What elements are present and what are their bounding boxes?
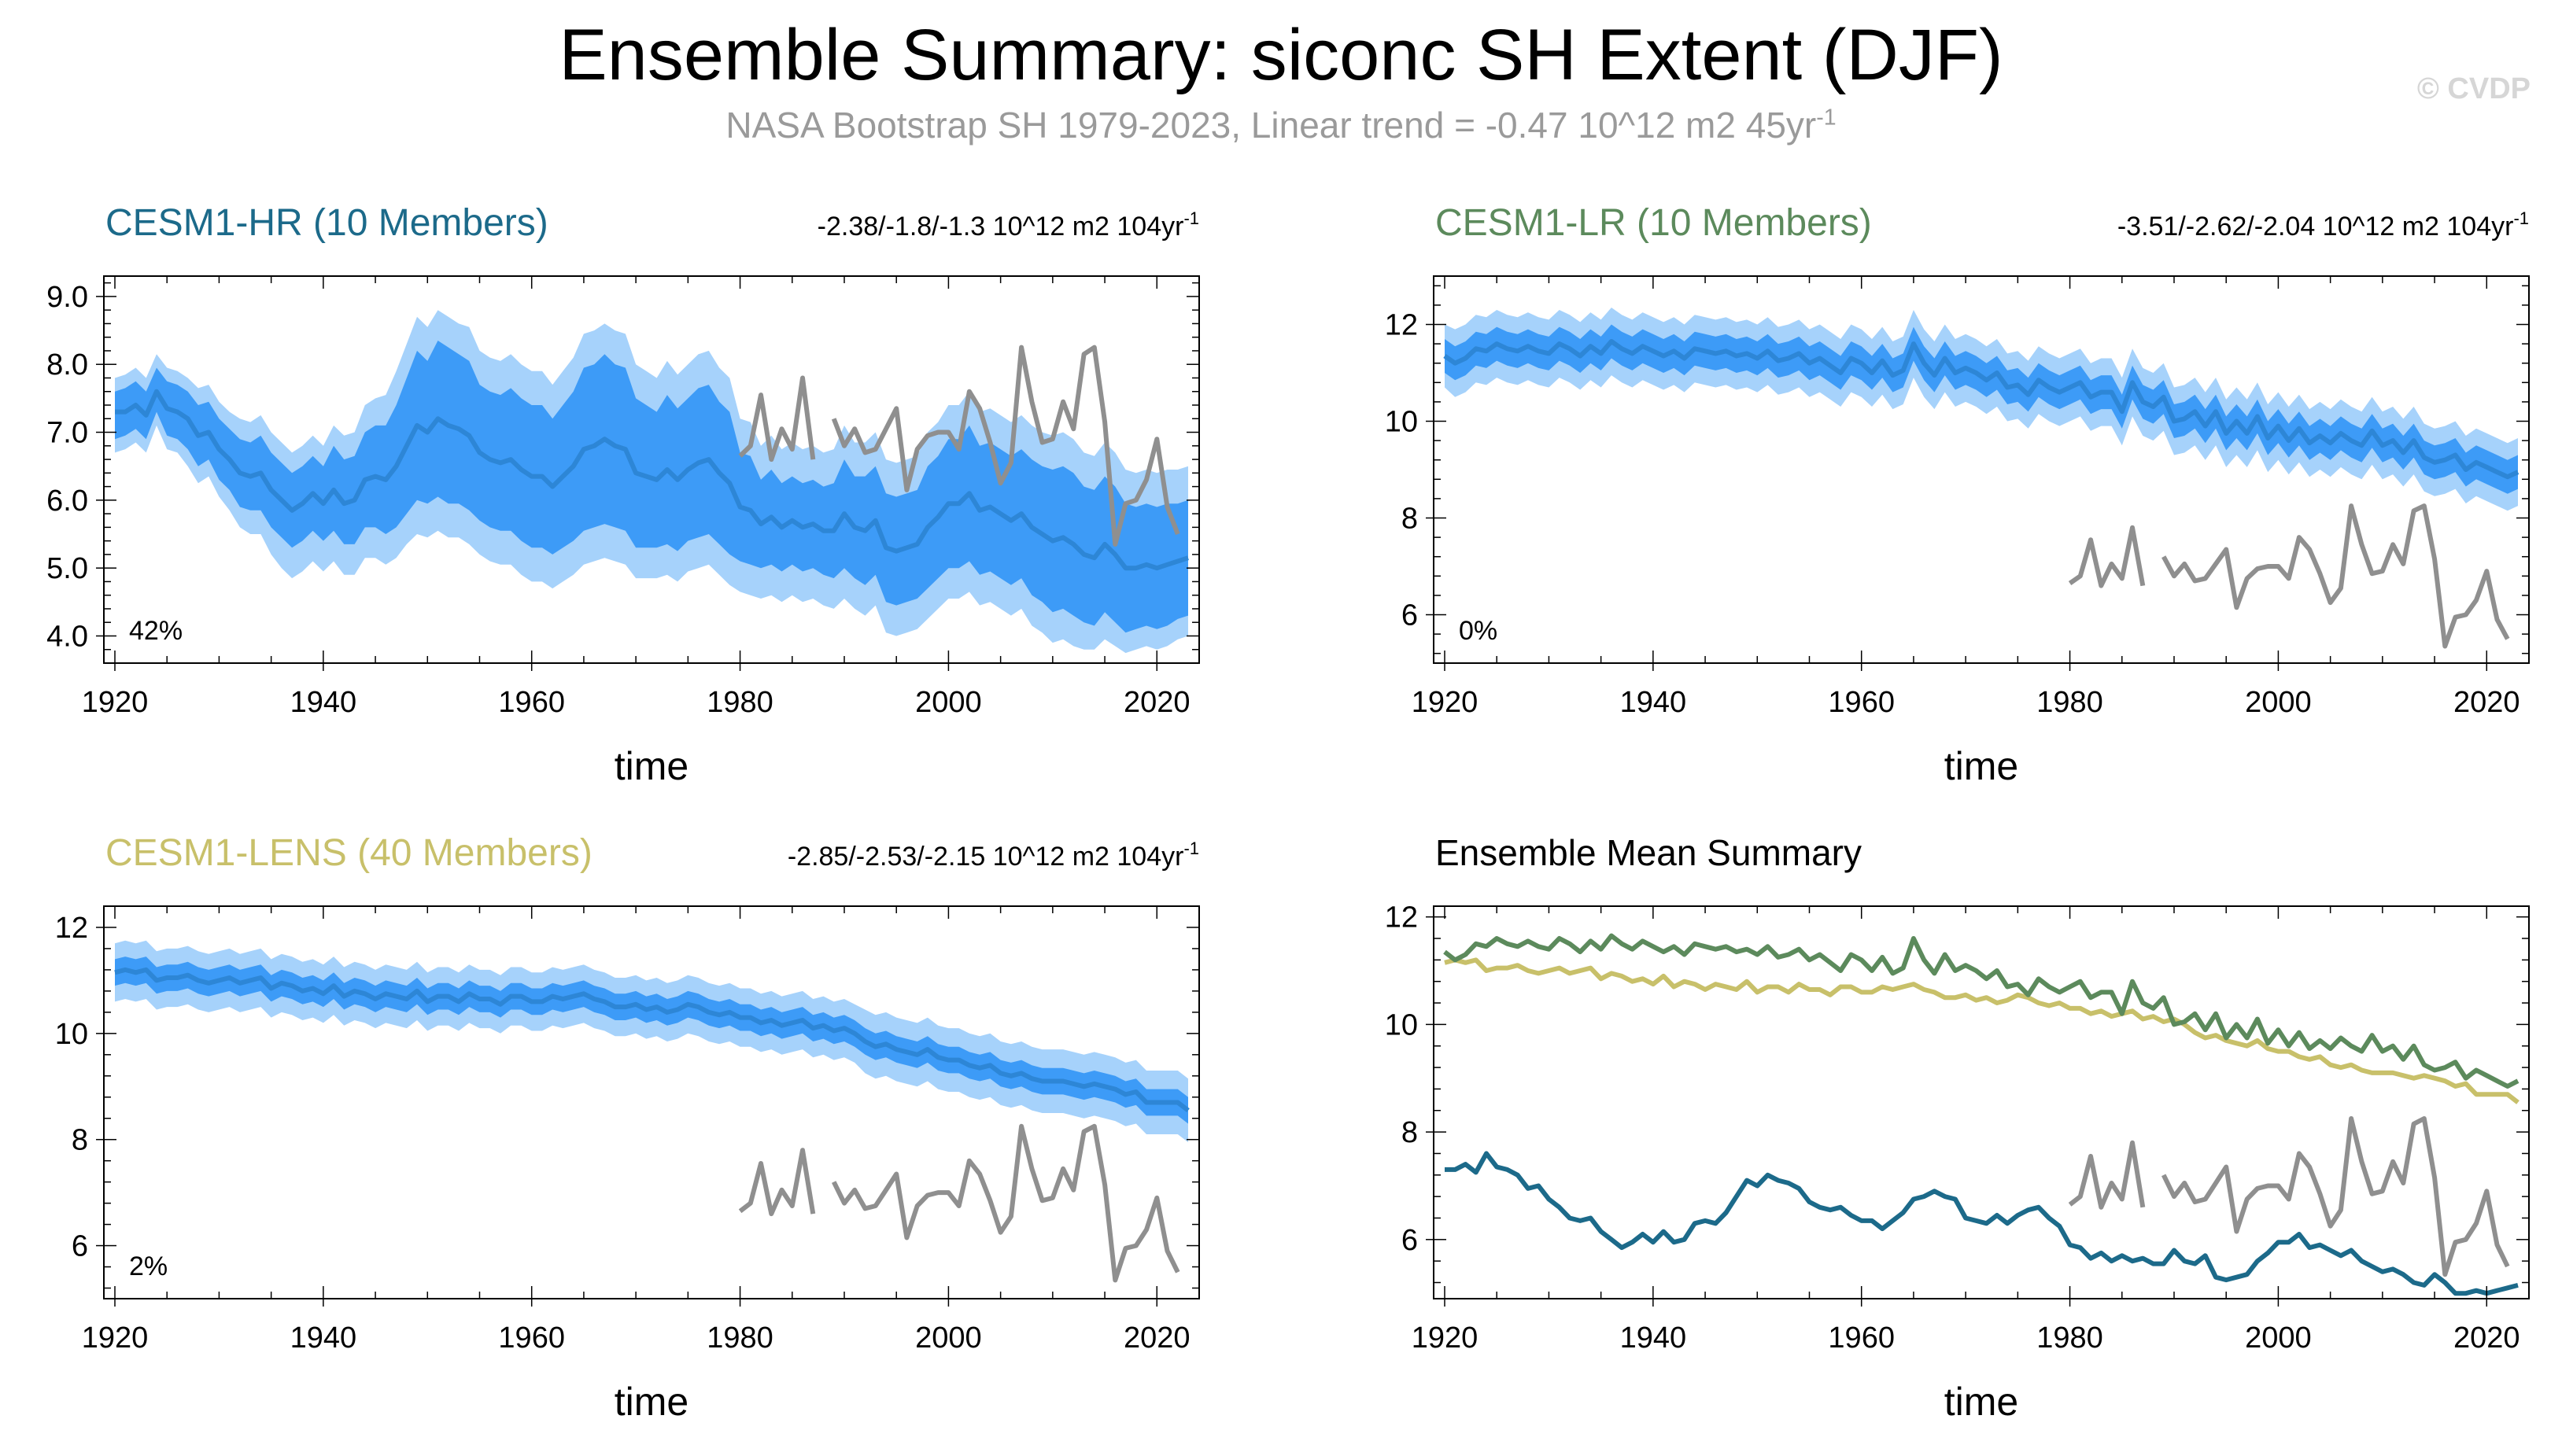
summary-ytick-label: 8 [1401,1116,1418,1149]
hr-xtick-label: 2020 [1124,686,1191,719]
lr-xlabel: time [1944,744,2018,788]
hr-ytick-label: 9.0 [46,281,88,314]
hr-axes: 1920 1940 1960 1980 2000 2020 4.0 5.0 6.0 7.0 8.0 9… [46,275,1200,788]
summary-ytick-label: 6 [1401,1224,1418,1257]
lr-trend-superscript: -1 [2513,208,2529,228]
summary-axes: 1920 1940 1960 1980 2000 2020 6 8 10 12 time [1385,901,2530,1424]
lens-trend-superscript: -1 [1183,839,1199,858]
panel-lens: 1920 1940 1960 1980 2000 2020 6 8 10 12 time CESM1-… [55,832,1200,1424]
lens-panel-title: CESM1-LENS (40 Members) [105,832,593,874]
hr-xtick-label: 1980 [707,686,773,719]
summary-plot-bg [1434,906,2529,1299]
summary-xlabel: time [1944,1380,2018,1424]
hr-ytick-label: 4.0 [46,620,88,653]
summary-xtick-label: 1920 [1412,1321,1479,1355]
hr-inner-spread-band [115,341,1188,633]
summary-xtick-label: 2000 [2245,1321,2312,1355]
summary-xtick-label: 2020 [2453,1321,2520,1355]
lr-ytick-label: 12 [1385,309,1418,342]
lens-frame [103,905,1200,1299]
lr-panel-title: CESM1-LR (10 Members) [1435,202,1872,244]
lens-xtick-label: 2000 [915,1321,982,1355]
panel-summary: 1920 1940 1960 1980 2000 2020 6 8 10 12 time Ensemb… [1385,832,2530,1424]
subtitle-text: NASA Bootstrap SH 1979-2023, Linear tren… [725,105,1817,146]
lens-xtick-label: 1940 [290,1321,357,1355]
lr-xtick-label: 2000 [2245,686,2312,719]
lr-observed-line [2068,503,2510,649]
subtitle: NASA Bootstrap SH 1979-2023, Linear tren… [0,104,2562,146]
summary-panel-title: Ensemble Mean Summary [1435,832,1862,873]
summary-lr-mean-line [1443,933,2520,1089]
panel-hr: 1920 1940 1960 1980 2000 2020 4.0 5.0 6.0 7.0 8.0 9… [46,202,1200,788]
hr-xtick-label: 1920 [82,686,149,719]
hr-ytick-label: 7.0 [46,417,88,450]
hr-ytick-label: 8.0 [46,348,88,382]
watermark: © CVDP [2416,72,2531,105]
lr-xtick-label: 1980 [2036,686,2103,719]
hr-frame [103,275,1200,664]
lr-axes: 1920 1940 1960 1980 2000 2020 6 8 10 12 time [1385,275,2530,788]
summary-xtick-label: 1980 [2036,1321,2103,1355]
hr-trend-text: -2.38/-1.8/-1.3 10^12 m2 104yr-1 [818,208,1199,241]
hr-trend-superscript: -1 [1183,208,1199,228]
hr-xtick-label: 1940 [290,686,357,719]
lr-frame [1433,275,2530,664]
summary-xtick-label: 1960 [1828,1321,1895,1355]
hr-observed-line [2068,1116,2510,1277]
hr-xlabel: time [615,744,688,788]
lr-ytick-label: 10 [1385,406,1418,439]
lr-trend-text: -3.51/-2.62/-2.04 10^12 m2 104yr-1 [2117,208,2529,241]
lr-xtick-label: 2020 [2453,686,2520,719]
hr-xtick-label: 1960 [498,686,565,719]
lr-ytick-label: 6 [1401,599,1418,632]
summary-lens-mean-line [1444,957,2520,1104]
lens-axes: 1920 1940 1960 1980 2000 2020 6 8 10 12 time [55,905,1200,1424]
summary-ytick-label: 12 [1385,901,1418,934]
lr-xtick-label: 1940 [1620,686,1687,719]
hr-ensemble-mean-line [115,389,1189,571]
lr-percent-label: 0% [1459,616,1497,646]
hr-ytick-label: 6.0 [46,485,88,518]
lr-ensemble-mean-line [1443,339,2520,480]
lens-observed-line [738,1123,1180,1283]
lr-ytick-label: 8 [1401,503,1418,536]
lens-inner-spread-band [115,957,1188,1124]
hr-percent-label: 42% [129,616,183,646]
lr-inner-spread-band [1445,324,2518,494]
lens-percent-label: 2% [129,1251,168,1281]
hr-ytick-label: 5.0 [46,552,88,585]
lens-xtick-label: 1980 [707,1321,773,1355]
lr-xtick-label: 1920 [1412,686,1479,719]
lens-xtick-label: 1920 [82,1321,149,1355]
lr-xtick-label: 1960 [1828,686,1895,719]
hr-observed-line [738,345,1180,547]
lens-xtick-label: 2020 [1124,1321,1191,1355]
summary-ytick-label: 10 [1385,1008,1418,1041]
lens-ytick-label: 8 [72,1124,88,1157]
summary-hr-mean-line [1445,1151,2519,1296]
lens-ytick-label: 12 [55,912,88,945]
subtitle-superscript: -1 [1816,105,1837,131]
lens-xtick-label: 1960 [498,1321,565,1355]
lens-ytick-label: 6 [72,1230,88,1263]
summary-frame [1433,905,2530,1299]
panel-lr: 1920 1940 1960 1980 2000 2020 6 8 10 12 time CESM1-… [1385,202,2530,788]
lens-ensemble-mean-line [114,967,1190,1112]
hr-xtick-label: 2000 [915,686,982,719]
lens-trend-text: -2.85/-2.53/-2.15 10^12 m2 104yr-1 [788,839,1199,872]
summary-xtick-label: 1940 [1620,1321,1687,1355]
lens-ytick-label: 10 [55,1018,88,1051]
lens-xlabel: time [615,1380,688,1424]
main-title: Ensemble Summary: siconc SH Extent (DJF) [559,15,2003,95]
hr-panel-title: CESM1-HR (10 Members) [105,202,548,244]
